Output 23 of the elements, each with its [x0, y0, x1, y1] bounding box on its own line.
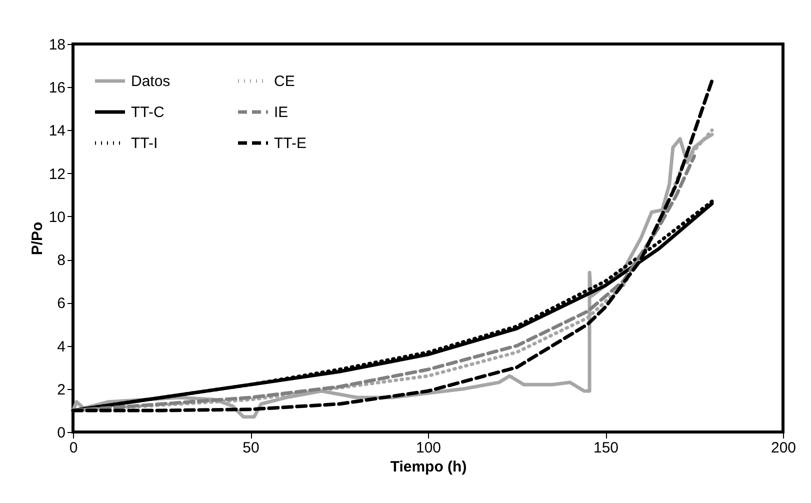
- y-tick-label: 16: [48, 80, 66, 97]
- y-tick-label: 12: [48, 166, 66, 183]
- legend-label: IE: [274, 104, 288, 121]
- y-tick-label: 0: [57, 424, 66, 442]
- legend-label: TT-E: [274, 135, 306, 152]
- y-tick-label: 6: [57, 295, 66, 312]
- y-tick-label: 14: [48, 122, 66, 140]
- x-tick-label: 0: [69, 440, 78, 456]
- x-axis-title: Tiempo (h): [390, 458, 467, 476]
- y-tick-label: 18: [48, 36, 66, 54]
- x-tick-label: 200: [770, 440, 796, 456]
- x-tick-label: 150: [593, 440, 619, 456]
- legend-label: TT-I: [131, 135, 158, 152]
- y-tick-label: 4: [57, 338, 66, 356]
- legend-label: CE: [274, 73, 295, 90]
- x-tick-label: 100: [416, 440, 442, 456]
- y-tick-label: 2: [57, 381, 66, 398]
- legend-label: TT-C: [131, 104, 164, 121]
- y-tick-label: 8: [57, 252, 66, 270]
- y-axis-title: P/Po: [28, 222, 46, 256]
- x-tick-label: 50: [242, 440, 260, 456]
- legend-label: Datos: [131, 73, 170, 90]
- y-tick-label: 10: [48, 208, 66, 226]
